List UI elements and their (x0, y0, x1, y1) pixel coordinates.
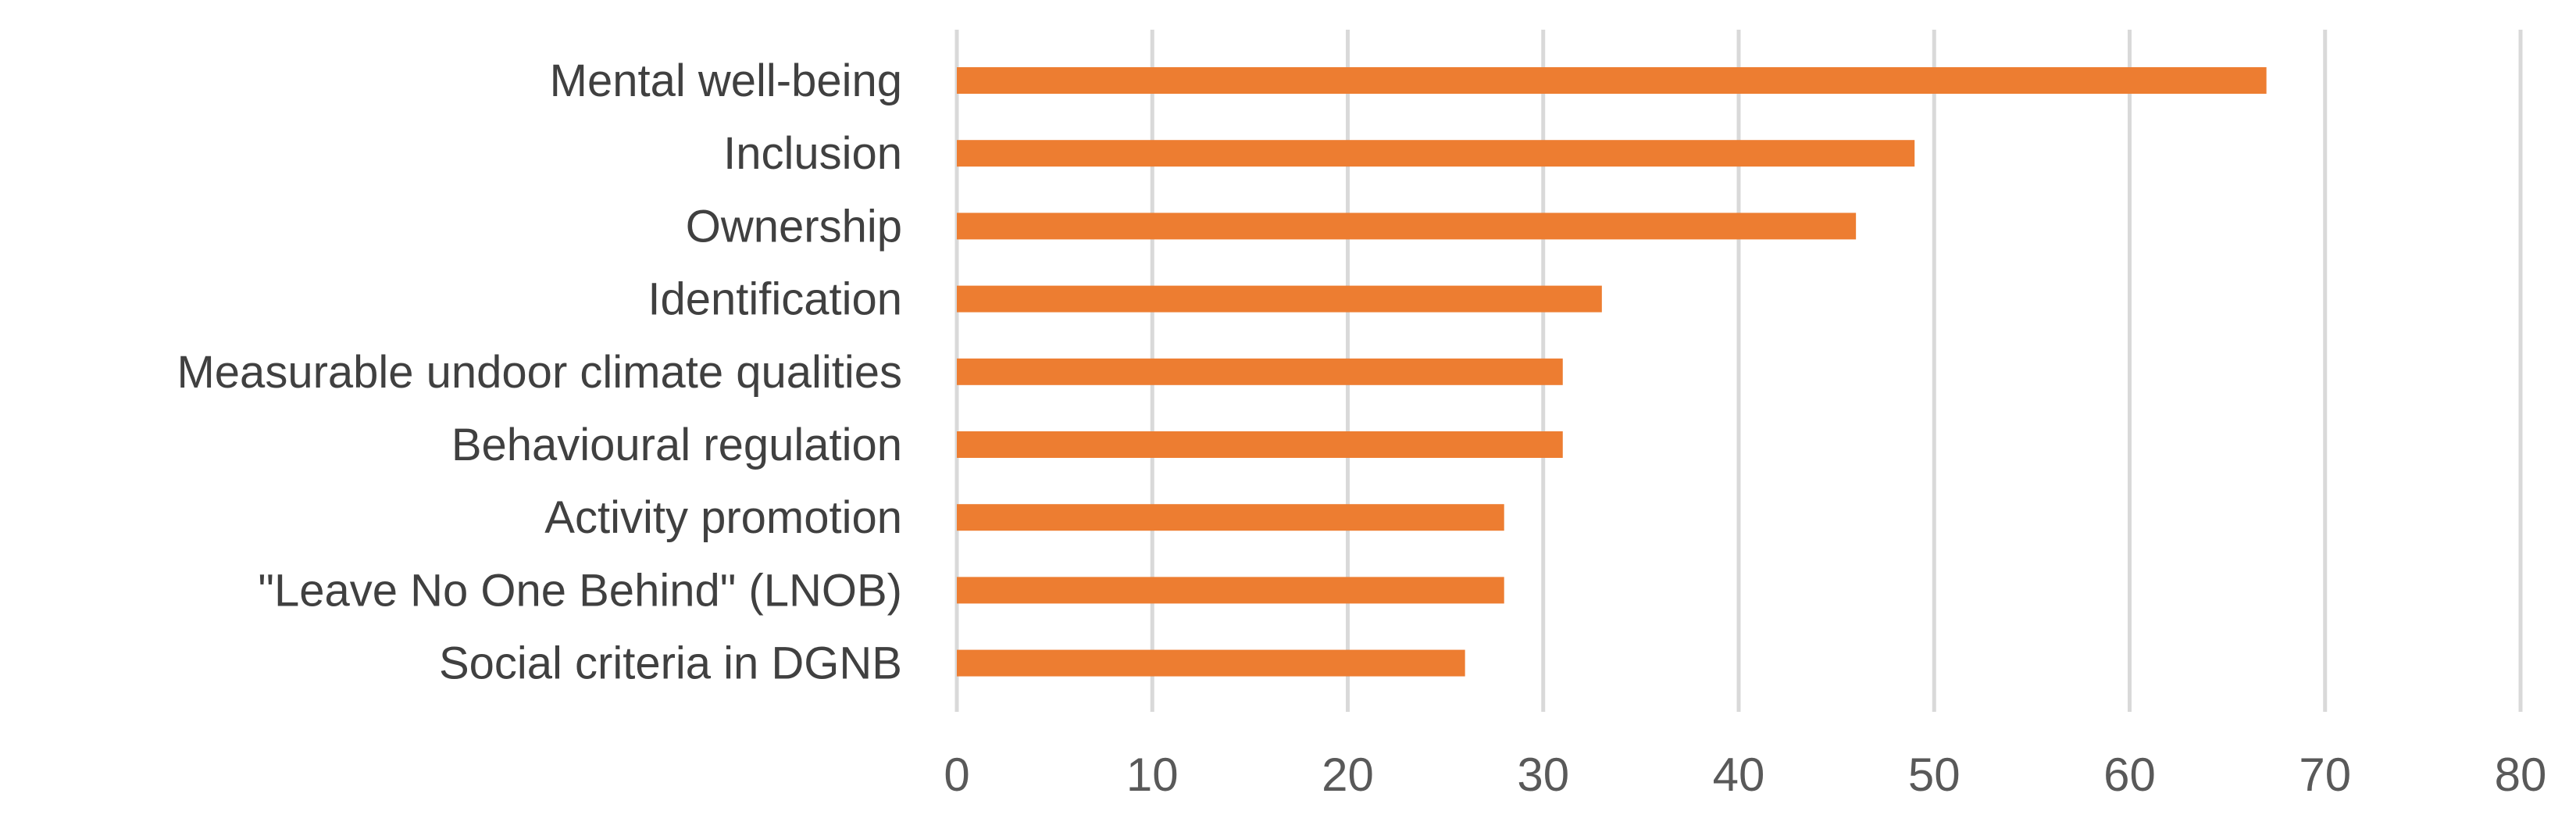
x-axis-tick-labels: 0 10 20 30 40 50 60 70 80 (944, 749, 2546, 801)
category-labels: Mental well-being Inclusion Ownership Ident… (177, 55, 902, 689)
x-tick-label: 30 (1517, 749, 1569, 801)
category-label: Activity promotion (544, 492, 902, 543)
bar-2 (957, 140, 1915, 167)
category-label: Mental well-being (550, 55, 902, 106)
x-tick-label: 50 (1908, 749, 1961, 801)
category-label: Identification (648, 274, 902, 325)
bar-6 (957, 431, 1563, 458)
x-tick-label: 60 (2103, 749, 2156, 801)
x-tick-label: 40 (1713, 749, 1765, 801)
bar-3 (957, 213, 1857, 240)
x-tick-label: 0 (944, 749, 969, 801)
x-tick-label: 70 (2299, 749, 2351, 801)
bar-5 (957, 358, 1563, 385)
category-label: Behavioural regulation (451, 420, 902, 470)
category-label: Social criteria in DGNB (439, 638, 902, 689)
x-tick-label: 10 (1126, 749, 1179, 801)
bar-4 (957, 285, 1602, 313)
category-label: Inclusion (723, 128, 902, 179)
bar-9 (957, 649, 1465, 677)
category-label: Ownership (686, 201, 902, 252)
bars (957, 67, 2267, 677)
x-tick-label: 80 (2495, 749, 2547, 801)
category-label: Measurable undoor climate qualities (177, 347, 902, 398)
category-label: "Leave No One Behind" (LNOB) (258, 565, 902, 616)
bar-7 (957, 504, 1504, 531)
bar-1 (957, 67, 2267, 94)
x-tick-label: 20 (1322, 749, 1374, 801)
bar-8 (957, 577, 1504, 604)
